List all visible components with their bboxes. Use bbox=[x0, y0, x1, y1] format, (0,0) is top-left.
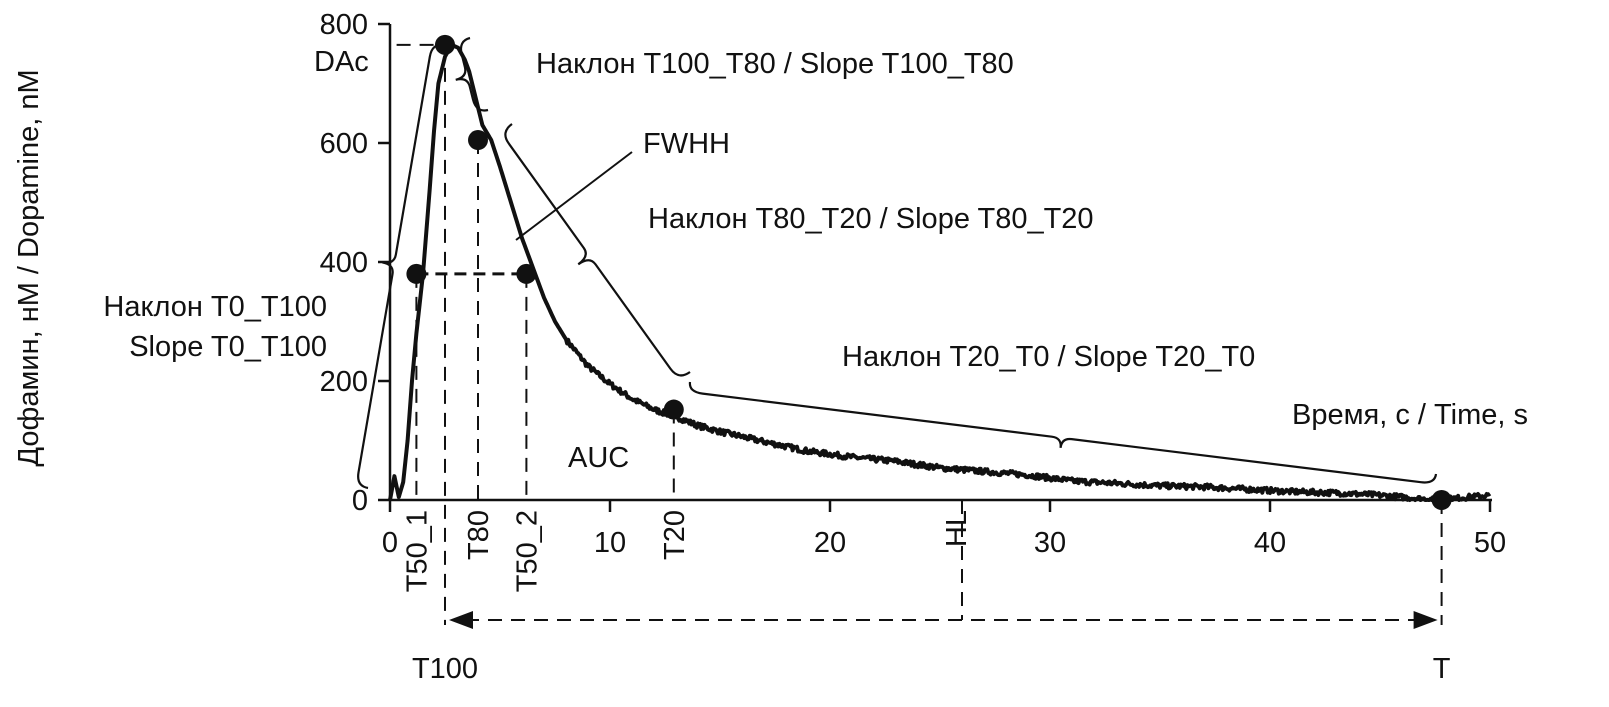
x-tick-label: 50 bbox=[1474, 527, 1506, 559]
duration-arrow-head-right bbox=[1413, 611, 1438, 629]
hl-label: HL bbox=[941, 510, 973, 547]
fwhh-label: FWHH bbox=[643, 128, 730, 160]
brace-t80-t20 bbox=[504, 123, 691, 377]
point-t20 bbox=[663, 399, 684, 420]
curve-layer bbox=[388, 42, 1492, 502]
slope-t80-t20-label: Наклон T80_T20 / Slope T80_T20 bbox=[648, 203, 1094, 235]
y-axis-label: Дофамин, нМ / Dopamine, nM bbox=[13, 69, 45, 466]
point-t80 bbox=[468, 130, 488, 151]
slope-t0-t100-ru-label: Наклон T0_T100 bbox=[103, 291, 327, 323]
t80-label: T80 bbox=[463, 510, 495, 560]
brace-t20-t0 bbox=[688, 381, 1438, 484]
x-tick-label: 0 bbox=[382, 527, 398, 559]
duration-arrow-head-left bbox=[449, 611, 473, 629]
t50-1-label: T50_1 bbox=[401, 510, 433, 592]
x-tick-label: 20 bbox=[814, 527, 846, 559]
fwhh-leader bbox=[515, 151, 633, 241]
y-tick-label: 600 bbox=[320, 128, 368, 160]
points bbox=[406, 34, 1452, 510]
dopamine-trace bbox=[388, 42, 1492, 502]
auc-label: AUC bbox=[568, 442, 629, 474]
t100-label: T100 bbox=[412, 653, 478, 685]
x-tick-label: 30 bbox=[1034, 527, 1066, 559]
y-tick-label: 200 bbox=[320, 366, 368, 398]
x-tick-label: 40 bbox=[1254, 527, 1286, 559]
y-tick-label: 800 bbox=[320, 9, 368, 41]
brace-t0-t100 bbox=[357, 43, 445, 490]
braces bbox=[357, 36, 1438, 490]
y-tick-label: 0 bbox=[352, 485, 368, 517]
brace-t100-t80 bbox=[455, 36, 489, 112]
x-axis-label: Время, с / Time, s bbox=[1292, 399, 1528, 431]
guides: T50_1 T80 T50_2 T20 HL T100 T bbox=[396, 43, 1451, 685]
y-tick-label: 400 bbox=[320, 247, 368, 279]
slope-t0-t100-en-label: Slope T0_T100 bbox=[129, 331, 327, 363]
point-t50-2 bbox=[516, 263, 537, 284]
point-t50-1 bbox=[406, 263, 427, 284]
x-tick-label: 10 bbox=[594, 527, 626, 559]
slope-t20-t0-label: Наклон T20_T0 / Slope T20_T0 bbox=[842, 341, 1255, 373]
ticks: 0 10 20 30 40 50 0 200 400 600 800 bbox=[320, 9, 1507, 559]
t50-2-label: T50_2 bbox=[511, 510, 543, 592]
slope-t100-t80-label: Наклон T100_T80 / Slope T100_T80 bbox=[536, 48, 1014, 80]
t20-label: T20 bbox=[659, 510, 691, 560]
point-t bbox=[1431, 490, 1452, 510]
point-t100 bbox=[435, 34, 455, 55]
dac-label: DAc bbox=[314, 46, 369, 78]
t-label: T bbox=[1433, 653, 1451, 685]
